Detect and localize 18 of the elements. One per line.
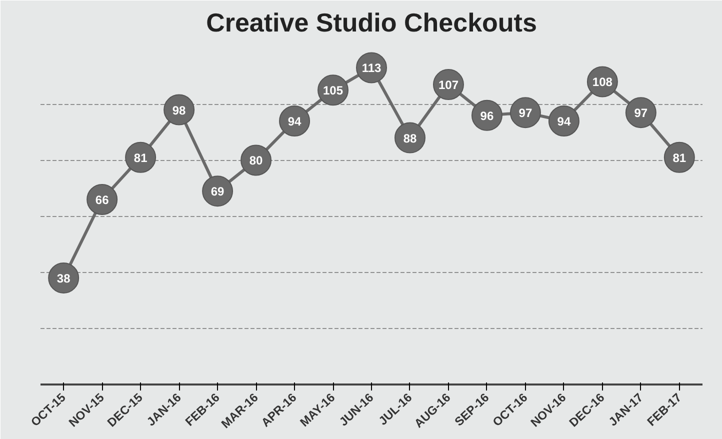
data-label: 107 [438,78,459,92]
data-label: 38 [56,271,71,286]
data-label: 94 [288,114,302,128]
data-label: 81 [672,150,686,165]
data-label: 66 [95,192,110,207]
data-label: 81 [134,150,148,165]
data-label: 96 [480,108,494,123]
data-label: 108 [592,75,613,90]
data-label: 69 [210,184,225,199]
data-label: 97 [518,106,532,120]
chart-title: Creative Studio Checkouts [206,8,537,38]
data-label: 80 [249,154,264,168]
data-label: 98 [172,103,186,118]
data-label: 88 [403,131,417,146]
data-label: 94 [557,114,571,128]
data-label: 97 [634,106,648,120]
data-label: 105 [323,84,344,98]
data-label: 113 [362,61,382,76]
